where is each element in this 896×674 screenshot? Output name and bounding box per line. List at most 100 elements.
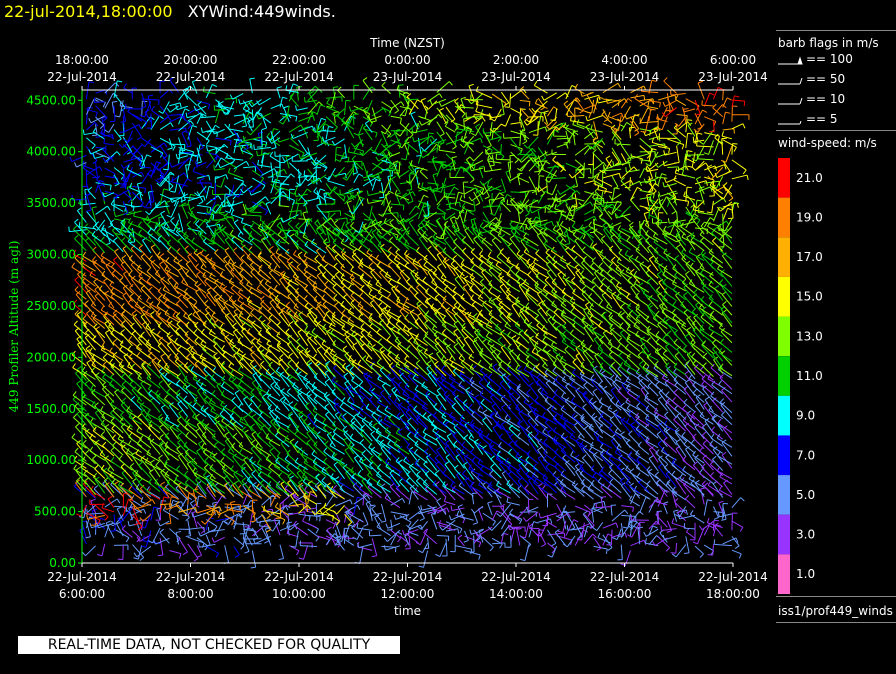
wind-barb-flag <box>716 466 721 472</box>
wind-barb-flag <box>376 397 381 403</box>
wind-barb-flag <box>148 424 153 429</box>
wind-barb-flag <box>374 514 380 518</box>
wind-barb-flag <box>435 481 440 486</box>
wind-barb <box>313 444 327 457</box>
wind-barb <box>233 354 244 369</box>
wind-barb-flag <box>443 496 447 502</box>
wind-barb-flag <box>383 415 388 421</box>
wind-barb <box>423 532 438 545</box>
wind-barb <box>407 406 419 421</box>
wind-barb <box>396 432 410 441</box>
wind-barb-flag <box>71 262 75 268</box>
wind-barb-flag <box>463 461 468 466</box>
wind-barb <box>551 398 567 411</box>
wind-barb-flag <box>214 415 220 420</box>
wind-barb <box>507 364 521 376</box>
wind-barb-flag <box>331 376 336 381</box>
wind-barb-flag <box>368 385 373 391</box>
wind-barb-flag <box>213 452 218 457</box>
wind-barb <box>663 440 677 454</box>
wind-barb <box>274 506 290 516</box>
wind-barb <box>386 437 401 448</box>
wind-barb <box>625 442 641 456</box>
wind-barb-flag <box>560 413 564 419</box>
wind-barb-flag <box>252 538 256 544</box>
wind-barb <box>435 484 447 498</box>
wind-barb <box>368 320 382 331</box>
wind-barb <box>202 348 216 360</box>
wind-barb <box>599 401 613 410</box>
wind-barb-flag <box>111 521 116 526</box>
wind-barb-flag <box>598 351 603 357</box>
wind-barb <box>471 414 484 426</box>
wind-barb-flag <box>200 405 205 410</box>
wind-barb-flag <box>501 403 506 408</box>
wind-barb-flag <box>266 529 271 533</box>
wind-barb <box>89 275 106 284</box>
wind-barb-flag <box>270 381 275 386</box>
wind-barb <box>294 461 308 471</box>
wind-barb <box>163 465 179 477</box>
wind-barb-flag <box>145 339 150 344</box>
wind-barb <box>168 337 179 353</box>
wind-barb-flag <box>303 458 308 463</box>
wind-barb-flag <box>130 322 135 327</box>
wind-barb-flag <box>110 417 115 422</box>
wind-barb-flag <box>311 426 315 432</box>
wind-barb <box>294 323 309 336</box>
wind-barb <box>534 436 548 448</box>
wind-barb <box>608 473 622 486</box>
wind-barb-flag <box>459 528 463 534</box>
wind-barb <box>500 503 511 517</box>
wind-barb-flag <box>413 405 418 410</box>
wind-barb-flag <box>121 320 126 325</box>
wind-barb-flag <box>588 344 593 350</box>
wind-barb-flag <box>268 463 273 468</box>
wind-barb-flag <box>202 431 207 436</box>
wind-barb-flag <box>204 299 209 305</box>
wind-barb-flag <box>198 440 203 444</box>
wind-barb-flag <box>322 323 326 329</box>
wind-barb-flag <box>589 397 594 402</box>
wind-barb <box>333 464 345 480</box>
wind-barb <box>109 384 124 395</box>
wind-barb-flag <box>129 292 134 297</box>
wind-barb <box>468 437 484 448</box>
wind-barb-flag <box>267 404 273 409</box>
wind-barb <box>408 449 419 463</box>
wind-barb <box>251 473 262 485</box>
wind-barb <box>193 252 207 264</box>
wind-barb-flag <box>560 432 565 438</box>
wind-barb-flag <box>457 534 463 539</box>
wind-barb <box>692 454 705 464</box>
wind-barb <box>219 327 235 337</box>
wind-barb-flag <box>255 442 260 447</box>
wind-barb-flag <box>72 395 77 400</box>
wind-barb-flag <box>225 481 230 486</box>
wind-barb-flag <box>286 528 290 534</box>
wind-barb <box>131 333 143 346</box>
wind-barb <box>272 519 281 532</box>
wind-barb-flag <box>525 506 529 512</box>
wind-barb <box>371 347 382 360</box>
wind-barb <box>110 366 124 380</box>
wind-barb <box>203 474 216 487</box>
wind-barb-flag <box>469 363 474 369</box>
wind-barb-flag <box>296 337 301 343</box>
wind-barb <box>146 377 161 389</box>
wind-barb <box>625 401 640 411</box>
wind-barb <box>344 388 355 402</box>
wind-barb <box>121 390 133 402</box>
wind-barb <box>537 449 548 464</box>
wind-barb <box>496 424 511 434</box>
wind-barb <box>673 511 678 522</box>
wind-barb <box>218 506 235 516</box>
wind-barb-flag <box>332 453 338 458</box>
wind-barb <box>164 449 179 461</box>
wind-barb <box>435 380 447 395</box>
wind-barb-flag <box>625 465 629 470</box>
wind-barb-flag <box>160 481 165 486</box>
wind-barb-flag <box>415 359 421 364</box>
wind-barb <box>542 365 557 377</box>
wind-barb-flag <box>71 350 76 356</box>
